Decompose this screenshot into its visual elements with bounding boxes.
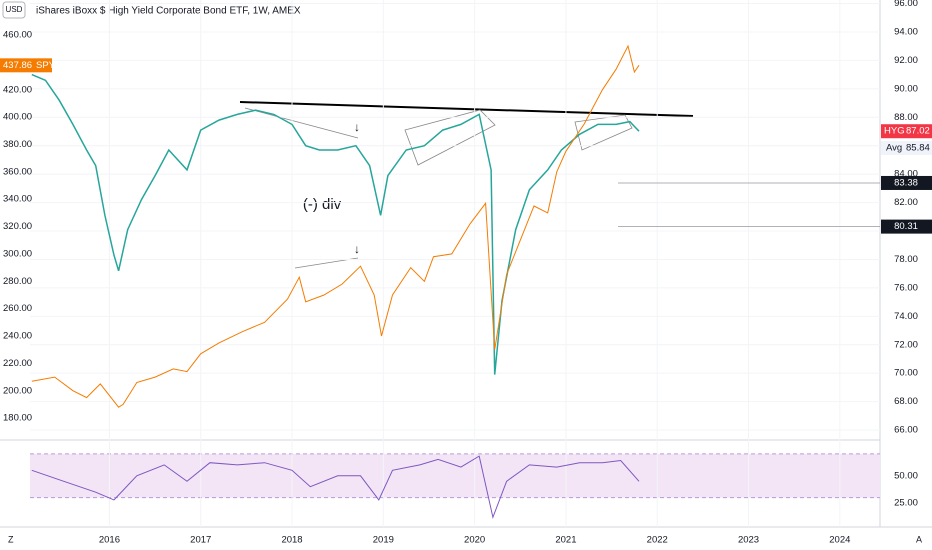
y2-tick-label: 240.00 xyxy=(3,331,32,342)
arrow: ↓ xyxy=(354,242,360,256)
last-price-box xyxy=(0,58,52,73)
chart-title: iShares iBoxx $ High Yield Corporate Bon… xyxy=(36,6,301,17)
x-tick-label: 2016 xyxy=(99,535,120,546)
rsi-tick-label: 25.00 xyxy=(894,498,918,509)
y2-tick-label: 420.00 xyxy=(3,84,32,95)
line xyxy=(31,455,640,520)
line xyxy=(31,44,640,408)
corner-button[interactable]: A xyxy=(916,534,922,544)
y2-tick-label: 340.00 xyxy=(3,194,32,205)
y-tick-label: 70.00 xyxy=(894,368,918,379)
x-tick-label: 2022 xyxy=(647,535,668,546)
corner-button[interactable]: Z xyxy=(8,534,14,544)
level-box xyxy=(881,219,932,234)
series-name: SPY xyxy=(36,60,56,71)
rsi-band xyxy=(30,453,880,498)
y2-tick-label: 300.00 xyxy=(3,248,32,259)
trend-line xyxy=(244,107,359,139)
y2-tick-label: 260.00 xyxy=(3,303,32,314)
x-tick-label: 2023 xyxy=(738,535,759,546)
x-tick-label: 2021 xyxy=(555,535,576,546)
y-tick-label: 90.00 xyxy=(894,83,918,94)
wedge xyxy=(404,109,496,166)
series-name: HYG xyxy=(884,126,905,137)
annotation: (-) div xyxy=(303,196,342,213)
avg-name: Avg xyxy=(886,143,902,154)
arrow: ↓ xyxy=(354,120,360,134)
x-tick-label: 2017 xyxy=(190,535,211,546)
x-tick-label: 2019 xyxy=(373,535,394,546)
y-tick-label: 66.00 xyxy=(894,425,918,436)
y-tick-label: 88.00 xyxy=(894,112,918,123)
level-label: 83.38 xyxy=(894,177,918,188)
currency: USD xyxy=(6,5,23,14)
avg-value: 85.84 xyxy=(906,143,930,154)
x-tick-label: 2024 xyxy=(829,535,850,546)
y-tick-label: 92.00 xyxy=(894,55,918,66)
y2-tick-label: 380.00 xyxy=(3,139,32,150)
y-tick-label: 82.00 xyxy=(894,197,918,208)
level-label: 80.31 xyxy=(894,221,918,232)
x-tick-label: 2020 xyxy=(464,535,485,546)
rsi-tick-label: 50.00 xyxy=(894,470,918,481)
x-tick-label: 2018 xyxy=(281,535,302,546)
y2-tick-label: 400.00 xyxy=(3,112,32,123)
last-price-box xyxy=(881,124,932,139)
y2-tick-label: 220.00 xyxy=(3,358,32,369)
y-tick-label: 68.00 xyxy=(894,396,918,407)
y-tick-label: 76.00 xyxy=(894,282,918,293)
y2-tick-label: 320.00 xyxy=(3,221,32,232)
y-tick-label: 94.00 xyxy=(894,27,918,38)
y2-tick-label: 280.00 xyxy=(3,276,32,287)
y-tick-label: 96.00 xyxy=(894,0,918,9)
y-tick-label: 72.00 xyxy=(894,339,918,350)
line xyxy=(31,73,640,375)
avg-box xyxy=(881,140,932,155)
y-tick-label: 78.00 xyxy=(894,254,918,265)
trend-line xyxy=(239,101,694,117)
last-price: 437.86 xyxy=(3,60,32,71)
y2-tick-label: 180.00 xyxy=(3,413,32,424)
y-tick-label: 74.00 xyxy=(894,311,918,322)
y2-tick-label: 460.00 xyxy=(3,30,32,41)
y2-tick-label: 360.00 xyxy=(3,166,32,177)
level-box xyxy=(881,175,932,190)
currency-box[interactable] xyxy=(2,1,26,19)
y2-tick-label: 200.00 xyxy=(3,385,32,396)
y-tick-label: 84.00 xyxy=(894,169,918,180)
last-price: 87.02 xyxy=(906,126,930,137)
